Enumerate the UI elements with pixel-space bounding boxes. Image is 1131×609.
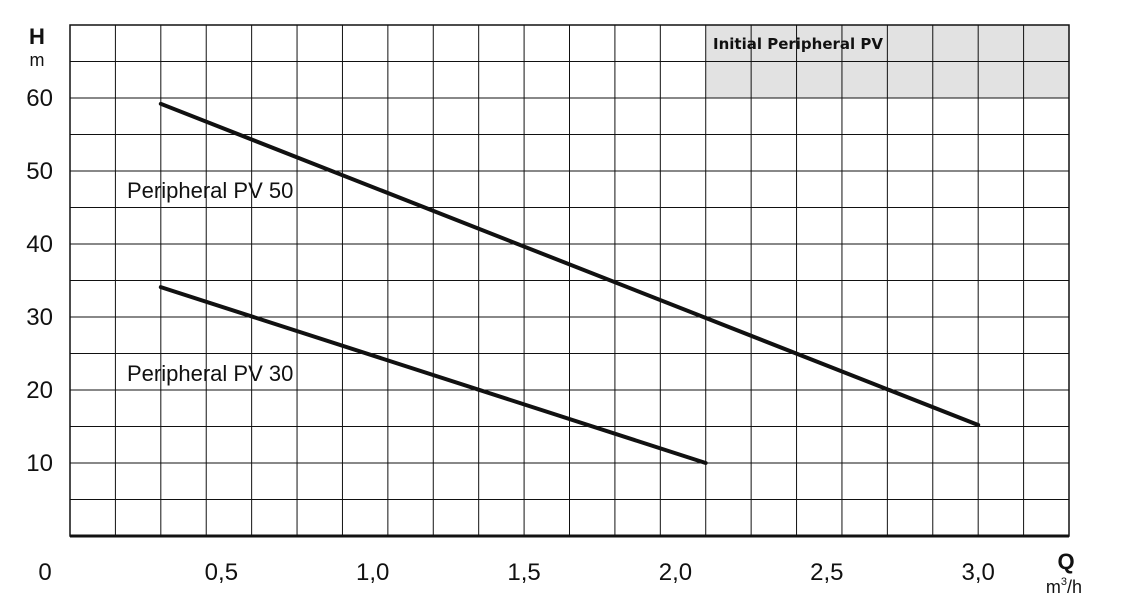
y-tick-label: 40 (26, 231, 53, 258)
y-tick-label: 50 (26, 158, 53, 185)
series-label-pv50: Peripheral PV 50 (127, 178, 293, 203)
x-tick-label: 0,5 (205, 559, 238, 586)
x-tick-label: 1,0 (356, 559, 389, 586)
tick-labels: 0,5 1,0 1,5 2,0 2,5 3,0 10 20 30 40 50 60 (26, 85, 995, 586)
x-axis-unit: m3/h (1046, 576, 1082, 597)
y-tick-label: 60 (26, 85, 53, 112)
x-unit-exponent: 3 (1061, 576, 1067, 588)
series-line-0 (158, 101, 981, 427)
x-tick-label: 2,5 (810, 559, 843, 586)
chart-title: Initial Peripheral PV (713, 35, 883, 53)
grid (69, 24, 1070, 538)
series-line-1 (158, 285, 708, 465)
x-unit-tail: /h (1067, 577, 1082, 597)
x-tick-label: 2,0 (659, 559, 692, 586)
series-label-pv30: Peripheral PV 30 (127, 361, 293, 386)
x-axis-label: Q (1057, 549, 1074, 574)
y-axis-label: H (29, 24, 45, 49)
origin-label: 0 (38, 559, 51, 586)
y-axis-unit: m (30, 50, 45, 70)
x-unit-base: m (1046, 577, 1061, 597)
x-tick-label: 1,5 (507, 559, 540, 586)
x-tick-label: 3,0 (961, 559, 994, 586)
y-tick-label: 30 (26, 304, 53, 331)
y-tick-label: 10 (26, 450, 53, 477)
y-tick-label: 20 (26, 377, 53, 404)
series-group (158, 101, 981, 465)
